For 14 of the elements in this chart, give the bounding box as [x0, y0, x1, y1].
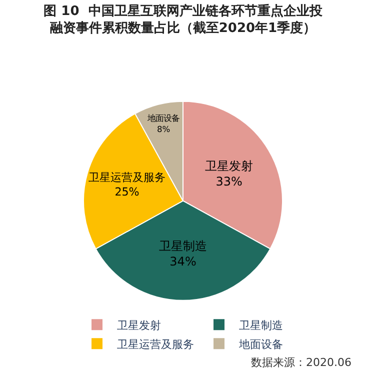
legend-label: 卫星制造 [239, 318, 283, 332]
legend-label: 卫星运营及服务 [117, 338, 194, 351]
slice-label: 卫星运营及服务 [88, 171, 166, 184]
slice-label: 卫星发射 [205, 158, 254, 173]
legend-label: 卫星发射 [117, 318, 161, 332]
slice-label: 卫星制造 [159, 239, 207, 254]
data-label: 25% [114, 186, 140, 199]
data-label: 34% [170, 254, 196, 269]
slice-label: 地面设备 [146, 113, 180, 124]
data-label: 33% [216, 174, 242, 188]
chart-title: 图 10 中国卫星互联网产业链各环节重点企业投融资事件累积数量占比（截至2020年1季度） [44, 3, 324, 36]
data-label: 8% [156, 124, 170, 134]
source-note: 数据来源：2020.06 [251, 356, 352, 369]
legend-label: 地面设备 [238, 338, 283, 351]
